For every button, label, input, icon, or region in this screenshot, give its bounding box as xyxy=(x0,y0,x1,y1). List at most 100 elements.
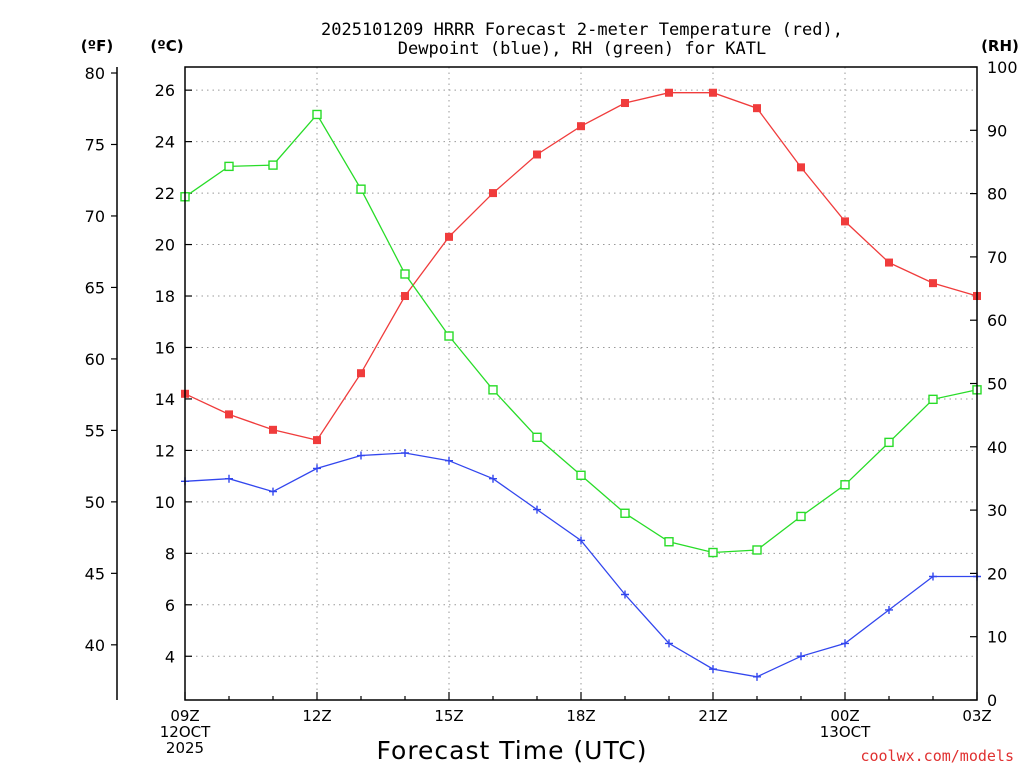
rh-point xyxy=(928,394,938,405)
celsius-tick-label: 26 xyxy=(155,81,175,100)
dewpoint-point xyxy=(753,672,761,681)
rh-tick-label: 100 xyxy=(987,58,1018,77)
rh-tick-label: 90 xyxy=(987,121,1007,140)
celsius-tick-label: 24 xyxy=(155,133,175,152)
dewpoint-point xyxy=(841,639,849,648)
time-tick-label: 09Z xyxy=(170,707,199,725)
fahrenheit-tick-label: 45 xyxy=(85,564,105,583)
dewpoint-point xyxy=(929,572,937,581)
fahrenheit-tick-label: 70 xyxy=(85,207,105,226)
temperature-point xyxy=(533,150,541,159)
dewpoint-point xyxy=(401,448,409,457)
rh-point xyxy=(752,545,762,555)
temperature-point xyxy=(357,369,365,378)
rh-tick-label: 50 xyxy=(987,375,1007,394)
temperature-point xyxy=(489,189,497,198)
time-tick-label: 12OCT xyxy=(160,723,211,741)
fahrenheit-tick-label: 80 xyxy=(85,64,105,83)
x-axis-title: Forecast Time (UTC) xyxy=(377,736,648,765)
fahrenheit-tick-label: 40 xyxy=(85,636,105,655)
chart-title-line-1: 2025101209 HRRR Forecast 2-meter Tempera… xyxy=(321,20,843,40)
rh-point xyxy=(224,161,234,172)
rh-tick-label: 30 xyxy=(987,501,1007,520)
rh-axis-unit: (RH) xyxy=(981,37,1019,55)
celsius-tick-label: 12 xyxy=(155,441,175,460)
gridlines xyxy=(185,67,977,700)
celsius-tick-label: 22 xyxy=(155,184,175,203)
rh-point xyxy=(488,385,498,395)
dewpoint-point xyxy=(885,605,893,614)
rh-point xyxy=(884,437,894,448)
rh-point xyxy=(444,331,454,341)
rh-point xyxy=(576,470,586,480)
temperature-point xyxy=(621,99,629,108)
dewpoint-point xyxy=(709,665,717,674)
rh-tick-label: 10 xyxy=(987,628,1007,647)
plot-frame xyxy=(184,66,978,701)
temperature-point xyxy=(577,122,585,131)
temperature-point xyxy=(841,217,849,226)
celsius-tick-label: 14 xyxy=(155,390,175,409)
dewpoint-point xyxy=(665,639,673,648)
rh-tick-label: 0 xyxy=(987,691,997,710)
temperature-point xyxy=(401,292,409,301)
celsius-tick-label: 4 xyxy=(165,647,175,666)
temperature-point xyxy=(269,425,277,434)
temperature-point xyxy=(797,163,805,172)
temperature-point xyxy=(225,410,233,419)
fahrenheit-tick-label: 60 xyxy=(85,350,105,369)
time-tick-label: 18Z xyxy=(566,707,595,725)
rh-tick-label: 60 xyxy=(987,311,1007,330)
celsius-tick-label: 16 xyxy=(155,338,175,357)
time-tick-label: 15Z xyxy=(434,707,463,725)
time-tick-label: 00Z xyxy=(830,707,859,725)
temperature-point xyxy=(313,436,321,445)
rh-point xyxy=(664,537,674,547)
dewpoint-point xyxy=(577,536,585,545)
rh-point xyxy=(796,511,806,522)
dewpoint-point xyxy=(489,474,497,483)
temperature-point xyxy=(753,104,761,113)
rh-axis: 0 10 20 30 40 50 60 70 80 90 100 xyxy=(970,58,1018,710)
rh-point xyxy=(356,184,366,194)
rh-point xyxy=(400,269,410,279)
dewpoint-point xyxy=(269,487,277,496)
temperature-point xyxy=(665,88,673,97)
celsius-tick-label: 8 xyxy=(165,544,175,563)
dewpoint-point xyxy=(533,505,541,514)
celsius-tick-label: 20 xyxy=(155,236,175,255)
rh-series-line xyxy=(184,113,978,554)
rh-point xyxy=(620,508,630,518)
rh-point xyxy=(840,480,850,490)
fahrenheit-tick-label: 65 xyxy=(85,278,105,297)
time-tick-label: 2025 xyxy=(166,739,204,757)
dewpoint-point xyxy=(357,451,365,460)
rh-tick-label: 80 xyxy=(987,185,1007,204)
dewpoint-point xyxy=(797,652,805,661)
time-tick-label: 03Z xyxy=(962,707,991,725)
rh-tick-label: 20 xyxy=(987,564,1007,583)
temperature-point xyxy=(929,279,937,288)
fahrenheit-axis: 40 45 50 55 60 65 70 75 80 xyxy=(85,64,118,700)
dewpoint-series-line xyxy=(184,452,977,678)
fahrenheit-tick-label: 50 xyxy=(85,493,105,512)
temperature-point xyxy=(885,258,893,267)
dewpoint-point xyxy=(621,590,629,599)
dewpoint-point xyxy=(225,474,233,483)
rh-point xyxy=(312,109,322,120)
chart-title-line-2: Dewpoint (blue), RH (green) for KATL xyxy=(398,39,766,59)
temperature-point xyxy=(709,88,717,97)
rh-tick-label: 70 xyxy=(987,248,1007,267)
celsius-tick-label: 18 xyxy=(155,287,175,306)
rh-tick-label: 40 xyxy=(987,438,1007,457)
fahrenheit-tick-label: 55 xyxy=(85,421,105,440)
celsius-axis-unit: (ºC) xyxy=(150,37,183,55)
celsius-tick-label: 10 xyxy=(155,493,175,512)
celsius-tick-label: 6 xyxy=(165,596,175,615)
temperature-point xyxy=(445,232,453,241)
time-tick-label: 21Z xyxy=(698,707,727,725)
time-tick-label: 12Z xyxy=(302,707,331,725)
fahrenheit-tick-label: 75 xyxy=(85,135,105,154)
